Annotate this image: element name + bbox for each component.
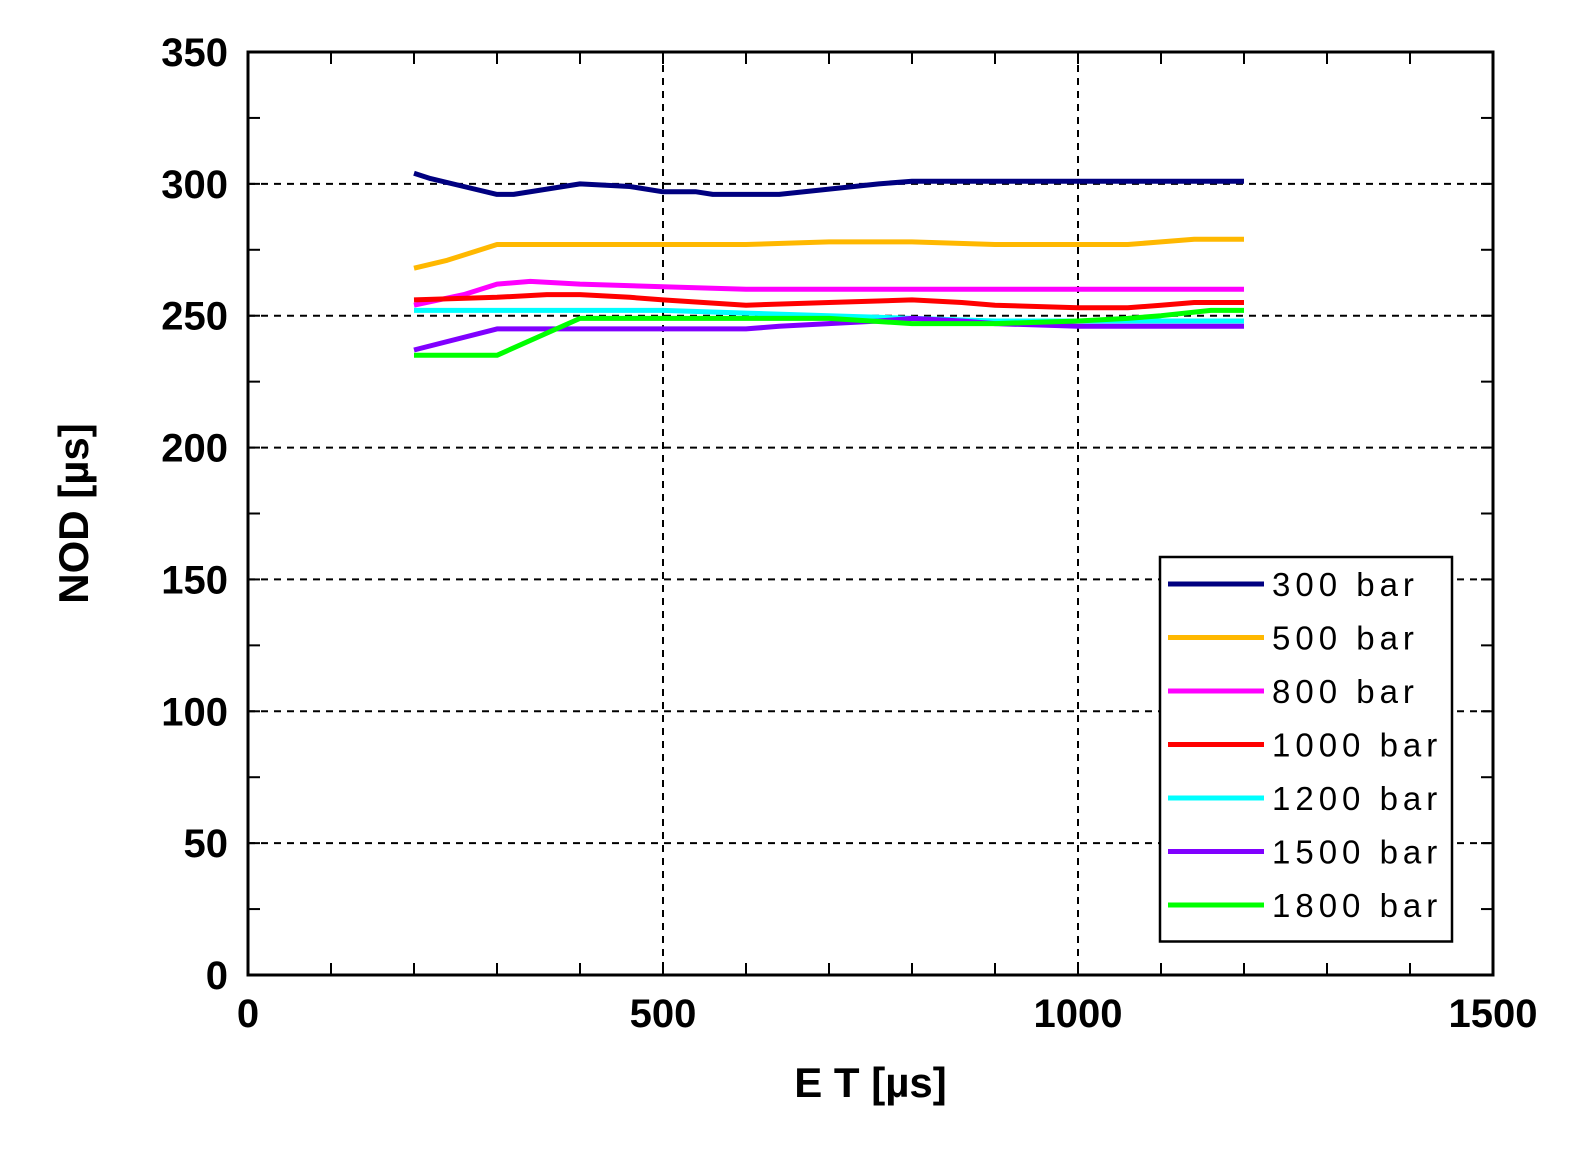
legend-label: 1800 bar (1272, 887, 1442, 924)
x-tick-label: 1000 (1034, 992, 1123, 1036)
plot-area-frame (246, 50, 1495, 977)
minor-ticks (247, 51, 1494, 976)
y-tick-label: 200 (161, 427, 228, 471)
series-line-500-bar (413, 236, 1244, 271)
series-line-800-bar (413, 278, 1244, 308)
tick-labels: 0 500 1000 1500 0 50 100 150 200 250 300 350 (161, 31, 1537, 1036)
y-tick-label: 0 (206, 954, 228, 998)
y-tick-label: 350 (161, 31, 228, 75)
legend: 300 bar 500 bar 800 bar 1000 bar 1200 bar 150… (1158, 555, 1454, 943)
x-axis-label: E T [µs] (794, 1059, 947, 1106)
grid-lines (248, 52, 1493, 975)
series-line-300-bar (413, 170, 1244, 197)
series-line-1800-bar (414, 307, 1244, 358)
legend-label: 1500 bar (1272, 834, 1442, 871)
series-line-1000-bar (413, 292, 1244, 311)
legend-box (1158, 555, 1454, 943)
series-lines (413, 170, 1244, 358)
y-axis-label: NOD [µs] (50, 423, 97, 604)
legend-label: 800 bar (1272, 673, 1419, 710)
y-tick-label: 50 (184, 822, 229, 866)
legend-label: 1200 bar (1272, 780, 1442, 817)
x-tick-label: 1500 (1449, 992, 1538, 1036)
x-tick-label: 0 (237, 992, 259, 1036)
legend-label: 300 bar (1272, 566, 1419, 603)
y-tick-label: 250 (161, 295, 228, 339)
y-tick-label: 300 (161, 163, 228, 207)
y-tick-label: 100 (161, 690, 228, 734)
legend-label: 500 bar (1272, 620, 1419, 657)
legend-label: 1000 bar (1272, 727, 1442, 764)
x-tick-label: 500 (630, 992, 697, 1036)
y-tick-label: 150 (161, 558, 228, 602)
